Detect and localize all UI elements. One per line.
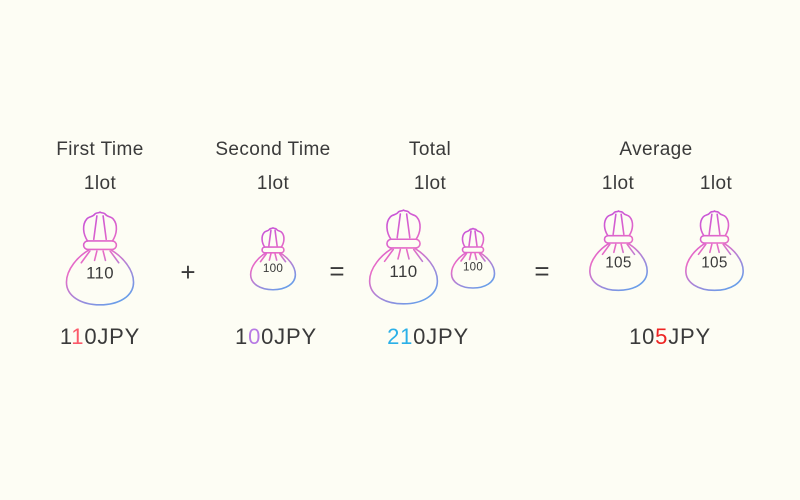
plus-operator: + (180, 257, 196, 287)
equals-operator-second: = (534, 256, 550, 286)
bag-value-average-right: 105 (701, 255, 728, 272)
price-segment: 1 (59, 324, 72, 349)
bag-value-second: 100 (263, 262, 284, 275)
price-segment-highlight: 0 (248, 324, 262, 349)
heading-second-time: Second Time (215, 139, 331, 160)
price-second: 100JPY (235, 324, 317, 350)
heading-average: Average (619, 139, 693, 160)
money-bag-icon-second: 100 (250, 227, 296, 291)
price-segment: JPY (668, 324, 711, 349)
money-bag-icon-average-left: 105 (589, 210, 648, 291)
price-segment: 1 (235, 324, 249, 349)
heading-first-time: First Time (56, 139, 144, 160)
price-segment-highlight: 21 (387, 324, 414, 349)
money-bag-icon-average-right: 105 (685, 210, 744, 291)
bag-value-total-large: 110 (389, 262, 417, 281)
price-segment: 10 (629, 324, 656, 349)
price-total: 210JPY (387, 324, 469, 350)
lot-label-average-left: 1lot (601, 173, 635, 194)
money-bag-icon-total-large: 110 (368, 209, 439, 305)
bag-value-total-small: 100 (463, 262, 483, 274)
price-segment: 0JPY (84, 324, 141, 349)
lot-label-average-right: 1lot (699, 173, 733, 194)
money-bag-icon-total-small: 100 (451, 228, 495, 289)
heading-total: Total (408, 139, 452, 160)
equals-operator-first: = (329, 256, 345, 286)
price-segment-highlight: 1 (71, 324, 85, 349)
price-average: 105JPY (629, 324, 711, 350)
bag-value-first: 110 (86, 263, 114, 282)
bag-value-average-left: 105 (605, 255, 632, 272)
lot-label-first: 1lot (83, 173, 117, 194)
price-segment: 0JPY (261, 324, 317, 349)
price-segment: 0JPY (413, 324, 469, 349)
lot-label-second: 1lot (256, 173, 290, 194)
price-segment-highlight: 5 (655, 324, 669, 349)
lot-label-total: 1lot (413, 173, 447, 194)
price-first: 110JPY (60, 324, 140, 350)
money-bag-icon-first: 110 (65, 211, 135, 306)
